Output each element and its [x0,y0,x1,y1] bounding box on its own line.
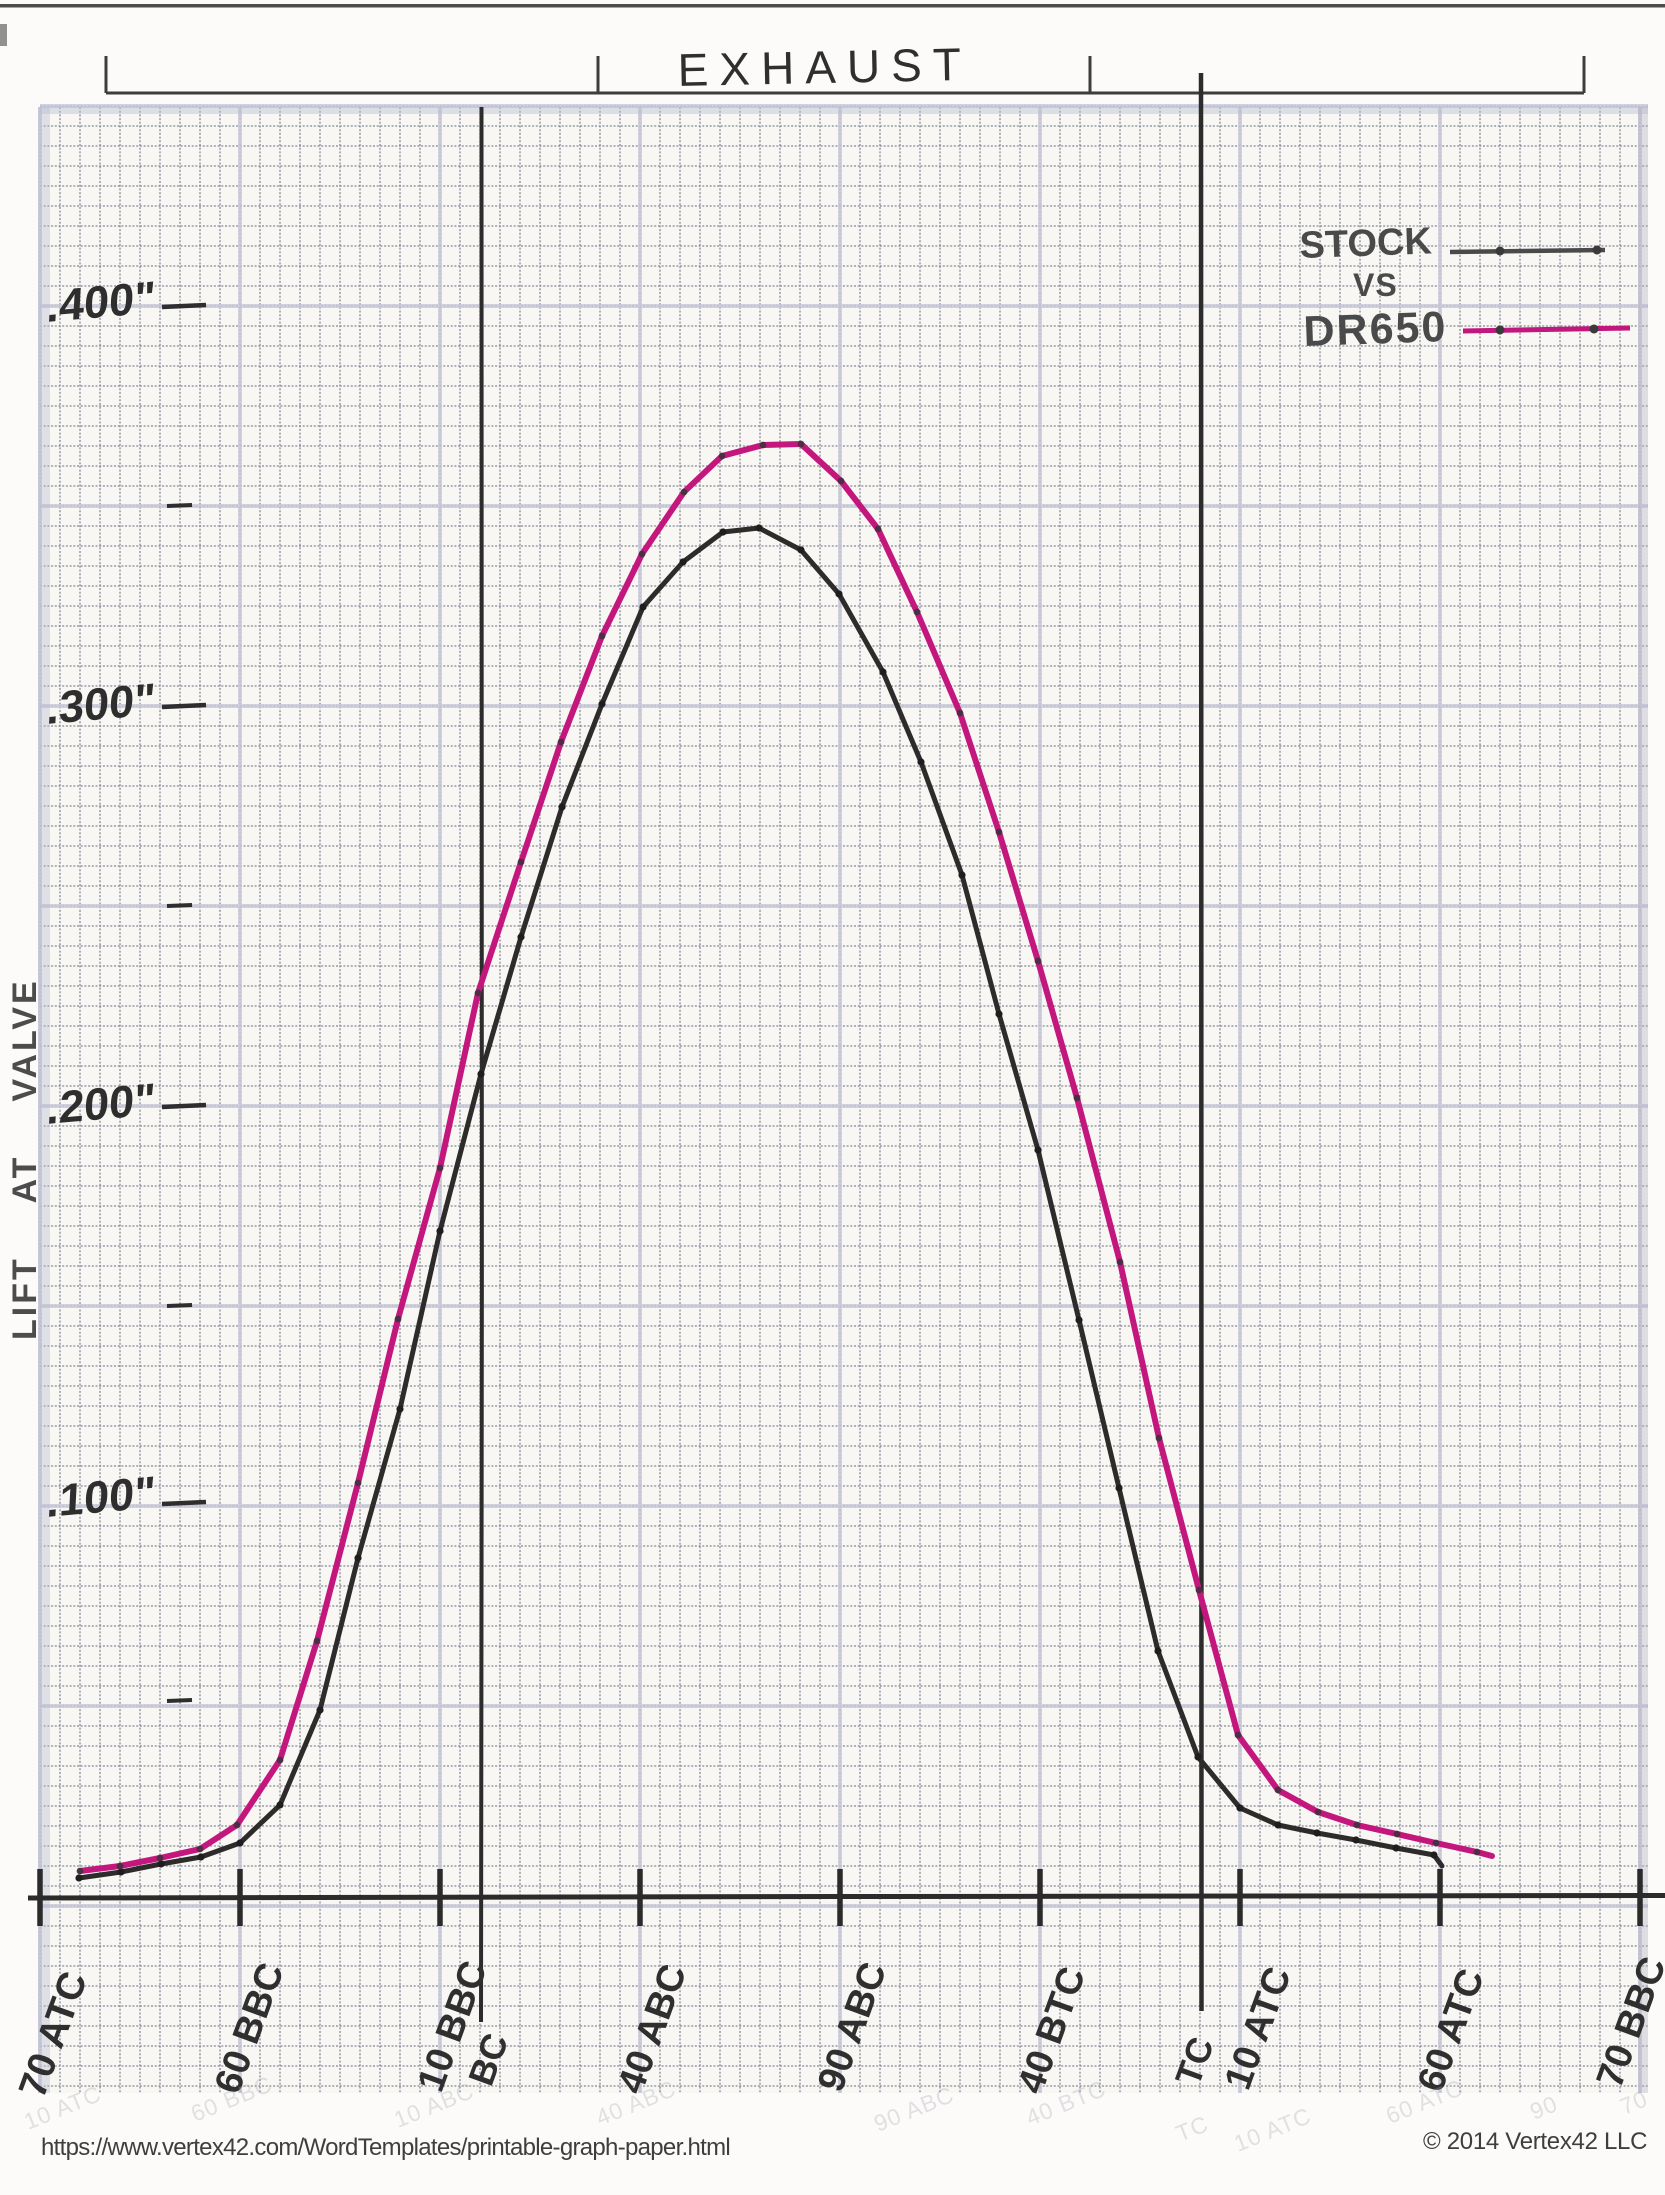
svg-text:DR650: DR650 [1303,303,1448,356]
svg-text:https://www.vertex42.com/WordT: https://www.vertex42.com/WordTemplates/p… [41,2134,730,2161]
svg-text:.300": .300" [45,673,156,734]
svg-text:VS: VS [1353,267,1398,303]
svg-text:© 2014 Vertex42 LLC: © 2014 Vertex42 LLC [1423,2128,1647,2155]
svg-text:.400": .400" [45,271,156,332]
svg-text:EXHAUST: EXHAUST [677,38,972,96]
svg-text:.200": .200" [45,1073,156,1134]
svg-text:LIFT AT VALVE: LIFT AT VALVE [6,978,44,1340]
svg-text:.100": .100" [45,1466,156,1527]
svg-text:STOCK: STOCK [1299,220,1433,267]
